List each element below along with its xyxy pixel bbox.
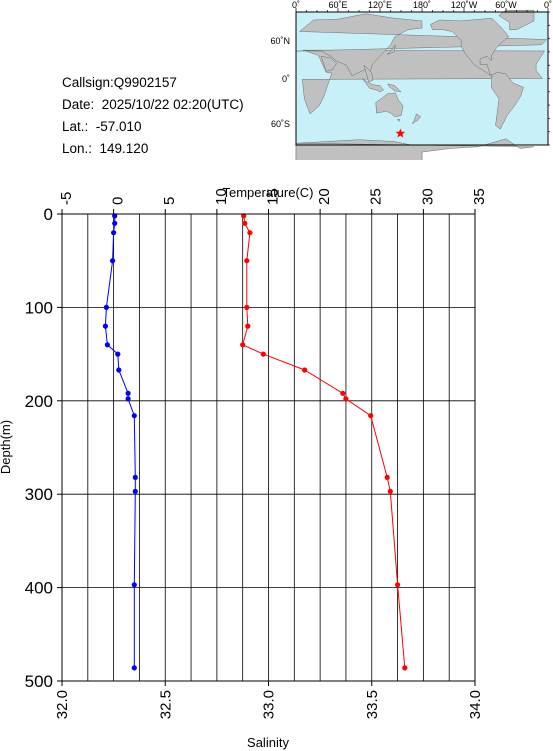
map-right-label-2: 0˚ — [282, 74, 290, 84]
temperature-point — [245, 323, 251, 329]
temperature-point — [395, 582, 401, 588]
map-right-label-1: 60˚N — [270, 36, 290, 46]
depth-tick-label: 0 — [44, 205, 53, 224]
map-north-america — [430, 17, 510, 77]
salinity-point — [125, 396, 131, 402]
map-greenland — [498, 10, 535, 30]
top-tick-label: 35 — [471, 188, 488, 205]
top-tick-label: 30 — [419, 188, 436, 205]
top-tick-label: 15 — [264, 188, 281, 205]
salinity-point — [110, 258, 116, 264]
top-tick-label: 0 — [110, 197, 127, 205]
bottom-tick-label: 33.0 — [261, 690, 278, 719]
temperature-point — [240, 342, 246, 348]
salinity-point — [112, 220, 118, 226]
salinity-point — [102, 323, 108, 329]
map-eurasia — [295, 13, 548, 77]
salinity-point — [125, 390, 131, 396]
callsign-text: Callsign:Q9902157 — [62, 75, 177, 90]
date-text: Date: 2025/10/22 02:20(UTC) — [62, 97, 244, 112]
map-india-asia-se — [363, 64, 374, 83]
map-tasmania — [397, 119, 400, 122]
map-right-label-3: 60˚S — [271, 119, 290, 129]
float-info: Callsign:Q9902157 Date: 2025/10/22 02:20… — [62, 72, 244, 160]
chart-grid — [61, 213, 476, 682]
temperature-point — [368, 413, 374, 419]
top-tick-label: 25 — [368, 188, 385, 205]
float-location-star-icon — [395, 128, 406, 138]
top-axis-title: Temperature(C) — [222, 185, 313, 200]
bottom-tick-label: 32.5 — [157, 690, 174, 719]
map-south-america — [491, 72, 524, 130]
chart-labels: -5 0 5 10 15 20 25 30 35 32.0 32.5 33.0 33.5 34.0 0 100… — [25, 188, 488, 719]
map-new-guinea — [387, 83, 402, 93]
map-top-label-4: 180˚ — [413, 0, 431, 10]
map-indonesia — [362, 78, 384, 93]
location-map: 0˚ 60˚E 120˚E 180˚ 120˚W 60˚W 0˚ 60˚N 0˚… — [270, 0, 552, 160]
map-top-label-1: 0˚ — [292, 0, 300, 10]
salinity-point — [103, 304, 109, 310]
temperature-point — [343, 396, 349, 402]
map-land — [295, 10, 548, 160]
plot-frame — [61, 213, 476, 682]
top-tick-label: 20 — [316, 188, 333, 205]
map-top-label-5: 120˚W — [451, 0, 478, 10]
temperature-point — [244, 258, 250, 264]
temperature-point — [384, 474, 390, 480]
salinity-point — [132, 474, 138, 480]
salinity-point — [131, 665, 137, 671]
temperature-point — [340, 390, 346, 396]
depth-tick-label: 200 — [25, 392, 53, 411]
salinity-point — [111, 230, 117, 236]
temperature-point — [241, 213, 247, 219]
map-antarctica-west — [295, 138, 535, 160]
bottom-axis-title: Salinity — [247, 735, 289, 750]
salinity-profile-line — [104, 215, 136, 668]
salinity-point — [112, 213, 118, 219]
longitude-text: Lon.: 149.120 — [62, 141, 149, 156]
map-top-label-2: 60˚E — [328, 0, 347, 10]
salinity-point — [116, 367, 122, 373]
bottom-tick-label: 33.5 — [364, 690, 381, 719]
salinity-point — [115, 351, 121, 357]
bottom-tick-label: 32.0 — [54, 690, 71, 719]
top-tick-label: 5 — [161, 197, 178, 205]
salinity-point — [132, 488, 138, 494]
depth-tick-label: 500 — [25, 672, 53, 691]
salinity-point — [131, 582, 137, 588]
map-australia — [375, 92, 404, 117]
temperature-point — [387, 488, 393, 494]
top-tick-label: 10 — [213, 188, 230, 205]
temperature-point — [242, 220, 248, 226]
temperature-profile-line — [242, 215, 406, 668]
depth-tick-label: 100 — [25, 298, 53, 317]
temperature-point — [402, 665, 408, 671]
temperature-point — [247, 230, 253, 236]
temperature-point — [260, 351, 266, 357]
salinity-point — [104, 342, 110, 348]
map-top-label-7: 0˚ — [544, 0, 552, 10]
map-japan — [386, 44, 396, 55]
top-tick-label: -5 — [58, 192, 75, 205]
map-arabia — [320, 56, 337, 72]
temperature-point — [244, 304, 250, 310]
y-axis-title: Depth(m) — [0, 420, 13, 474]
map-top-label-3: 120˚E — [368, 0, 392, 10]
latitude-text: Lat.: -57.010 — [62, 119, 142, 134]
depth-tick-label: 400 — [25, 579, 53, 598]
map-frame — [295, 11, 549, 146]
temperature-point — [302, 367, 308, 373]
map-top-label-6: 60˚W — [495, 0, 517, 10]
chart-series — [102, 213, 408, 671]
depth-tick-label: 300 — [25, 485, 53, 504]
salinity-point — [131, 413, 137, 419]
bottom-tick-label: 34.0 — [467, 690, 484, 719]
map-new-zealand — [412, 113, 421, 124]
